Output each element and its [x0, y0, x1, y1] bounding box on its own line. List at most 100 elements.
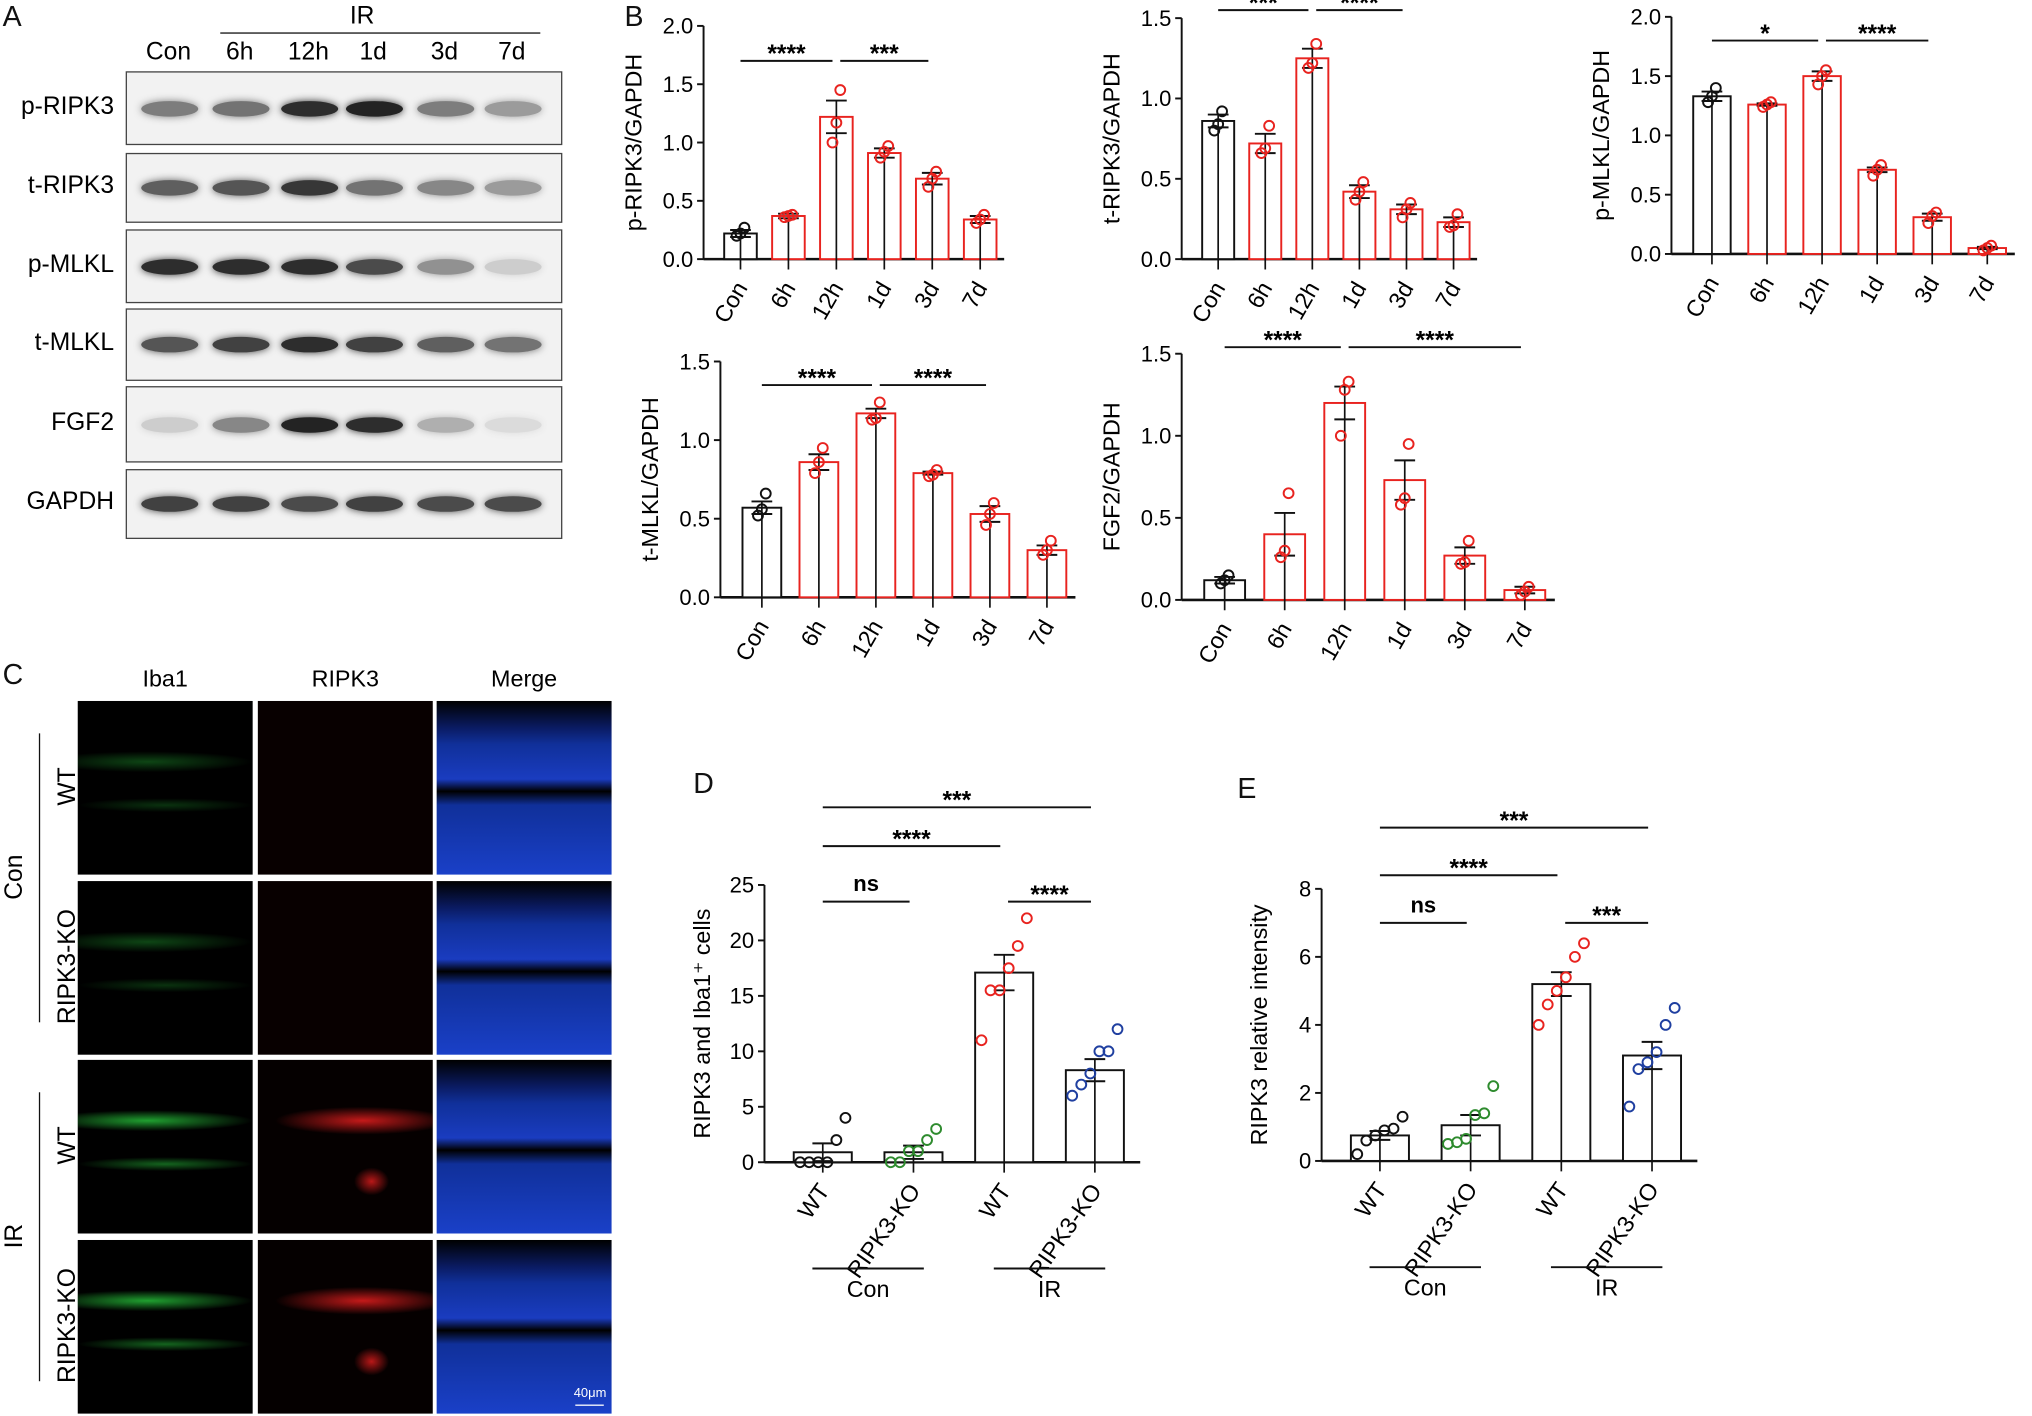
data-point — [1541, 998, 1554, 1011]
data-point — [1578, 937, 1590, 950]
x-tick-label: 3d — [1383, 277, 1418, 312]
blot-membrane — [125, 308, 563, 381]
data-point — [1559, 971, 1572, 984]
blot-membrane — [125, 152, 563, 223]
column-header: Iba1 — [142, 665, 188, 692]
data-point — [882, 140, 895, 152]
blot-row-label: p-RIPK3 — [20, 92, 115, 120]
y-tick-label: 0.0 — [1141, 588, 1172, 613]
protein-band — [212, 258, 270, 275]
significance-label: **** — [1416, 327, 1455, 354]
data-point — [1447, 219, 1460, 232]
protein-band — [141, 416, 199, 433]
data-point — [1357, 176, 1370, 188]
data-point — [1460, 1132, 1472, 1145]
data-point — [984, 508, 996, 520]
significance-label: *** — [1249, 0, 1278, 17]
y-tick-label: 0.5 — [663, 189, 694, 214]
y-axis-label: p-MLKL/GAPDH — [1588, 50, 1614, 221]
significance-label: *** — [1500, 808, 1529, 835]
protein-band — [281, 336, 339, 353]
lane-label: 7d — [498, 38, 526, 67]
x-tick-label: RIPK3-KO — [1580, 1177, 1664, 1281]
group-bracket-line — [38, 733, 41, 1023]
protein-band — [417, 416, 475, 433]
data-point — [1342, 375, 1355, 388]
group-label: Con — [1404, 1275, 1447, 1301]
lane-label: 6h — [225, 38, 254, 67]
y-tick-label: 1.5 — [663, 72, 694, 97]
x-tick-label: 3d — [909, 277, 944, 312]
y-tick-label: 0.5 — [1141, 167, 1172, 192]
data-point — [1709, 82, 1722, 94]
data-point — [975, 1034, 988, 1047]
data-point — [1402, 438, 1415, 450]
data-point — [978, 208, 990, 221]
protein-band — [212, 180, 270, 196]
x-tick-label: RIPK3-KO — [1023, 1179, 1107, 1283]
group-label: IR — [1038, 1276, 1061, 1302]
panel-label-d: D — [693, 767, 714, 800]
y-axis-label: p-RIPK3/GAPDH — [620, 54, 646, 232]
data-point — [826, 136, 839, 149]
data-point — [1259, 142, 1272, 155]
fluorescence-image — [257, 881, 433, 1055]
x-tick-label: 6h — [1261, 618, 1296, 653]
protein-band — [212, 100, 270, 116]
chart-2: 0.0 0.5 1.0 1.5 2.0 p-MLKL/GAPDH Con 6h 12h 1d 3d 7… — [1588, 5, 2015, 322]
data-point — [1351, 1148, 1364, 1161]
chart-1: 0.0 0.5 1.0 1.5 t-RIPK3/GAPDH Con 6h 12h 1d 3d 7d *… — [1098, 0, 1478, 327]
y-tick-label: 2.0 — [663, 14, 694, 39]
data-point — [1462, 534, 1475, 547]
significance-label: **** — [1858, 21, 1897, 48]
data-point — [1569, 950, 1581, 963]
data-point — [1020, 912, 1033, 925]
group-label: Con — [847, 1276, 890, 1302]
data-point — [1632, 1063, 1645, 1076]
data-point — [821, 1156, 834, 1169]
ir-group-line — [220, 32, 541, 34]
data-point — [873, 396, 886, 409]
significance-label: *** — [870, 41, 899, 68]
protein-band — [212, 416, 270, 433]
x-tick-label: WT — [974, 1179, 1016, 1224]
data-point — [1522, 580, 1535, 593]
lane-label: 1d — [359, 38, 387, 67]
y-tick-label: 0.0 — [1141, 247, 1172, 272]
data-point — [834, 84, 847, 96]
data-point — [734, 227, 747, 240]
protein-band — [417, 336, 475, 353]
blot-row-label: FGF2 — [51, 408, 115, 437]
data-point — [1041, 544, 1053, 557]
y-tick-label: 1.5 — [679, 349, 710, 374]
data-point — [830, 1134, 843, 1146]
fluorescence-image: 40μm — [436, 1239, 612, 1414]
panel-label-b: B — [624, 0, 644, 33]
significance-label: **** — [914, 365, 953, 392]
data-point — [786, 208, 799, 221]
data-point — [1659, 1019, 1672, 1031]
data-point — [1875, 159, 1887, 171]
protein-band — [345, 100, 403, 116]
x-tick-label: 12h — [846, 615, 888, 662]
data-point — [1398, 492, 1411, 505]
fluorescence-image — [257, 700, 433, 875]
x-tick-label: 7d — [1964, 272, 1999, 307]
data-point — [1820, 64, 1832, 77]
data-point — [1102, 1045, 1115, 1058]
data-point — [930, 1123, 943, 1135]
y-tick-label: 2.0 — [1630, 5, 1661, 30]
x-tick-label: 1d — [861, 277, 896, 312]
protein-band — [141, 258, 199, 275]
significance-label: **** — [1030, 882, 1069, 909]
data-point — [1668, 1001, 1681, 1014]
y-tick-label: 0.0 — [663, 247, 694, 272]
x-tick-label: 1d — [1381, 618, 1416, 653]
data-point — [1353, 185, 1366, 198]
data-point — [1985, 239, 1998, 252]
x-tick-label: 6h — [796, 615, 831, 650]
column-header: Merge — [491, 665, 558, 692]
y-tick-label: 10 — [730, 1039, 755, 1064]
y-tick-label: 15 — [730, 984, 755, 1009]
y-tick-label: 0.0 — [1630, 242, 1661, 267]
